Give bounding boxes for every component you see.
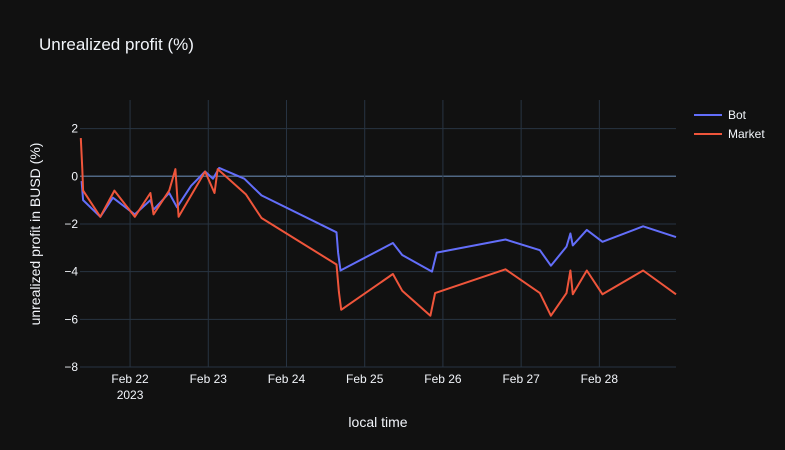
x-tick-label: Feb 25 [346, 372, 384, 386]
x-tick-label: Feb 22 [111, 372, 149, 386]
x-tick-label: Feb 28 [581, 372, 619, 386]
legend: Bot Market [694, 108, 765, 141]
x-tick-label: Feb 26 [424, 372, 462, 386]
y-tick-label: −2 [64, 217, 78, 231]
x-axis-title: local time [348, 414, 407, 430]
series-line-market[interactable] [79, 138, 677, 317]
y-tick-label: 2 [71, 122, 78, 136]
plot-background [80, 100, 676, 367]
legend-label-market[interactable]: Market [728, 127, 765, 141]
x-tick-sublabel: 2023 [117, 388, 144, 402]
grid-layer [80, 100, 676, 368]
y-tick-label: 0 [71, 169, 78, 183]
y-tick-label: −8 [64, 360, 78, 374]
series-layer [79, 138, 677, 317]
x-tick-label: Feb 24 [268, 372, 306, 386]
x-tick-label: Feb 27 [502, 372, 540, 386]
legend-label-bot[interactable]: Bot [728, 108, 747, 122]
chart-title: Unrealized profit (%) [39, 35, 194, 54]
y-axis-title: unrealized profit in BUSD (%) [27, 143, 43, 326]
y-tick-label: −4 [64, 265, 78, 279]
x-tick-label: Feb 23 [190, 372, 228, 386]
ticks-layer: 2 0 −2 −4 −6 −8 Feb 22 2023 Feb 23 Feb 24 Feb 25 Fe… [64, 122, 618, 402]
y-tick-label: −6 [64, 312, 78, 326]
